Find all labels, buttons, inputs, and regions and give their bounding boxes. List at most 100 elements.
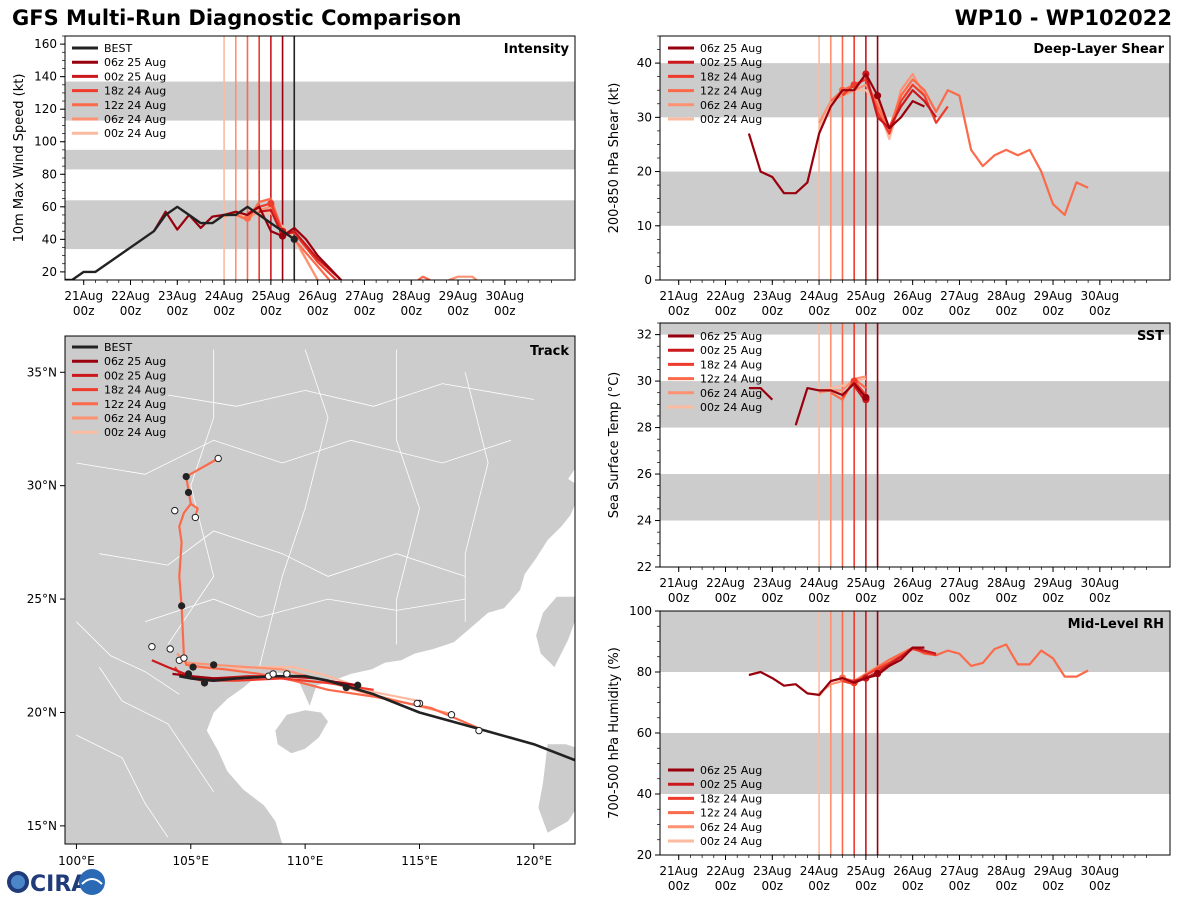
track-legend-label: 06z 24 Aug [104,412,166,425]
track-marker [184,670,193,678]
intensity-xtick-label: 24Aug [205,289,244,303]
sst-legend-label: 12z 24 Aug [700,373,762,386]
intensity-series-marker [243,214,252,222]
map-border-line [259,349,329,668]
map-border-line [396,349,420,645]
sst-xtick-label: 00z [715,591,737,605]
shear-xtick-label: 00z [762,304,784,318]
intensity-legend-label: 18z 24 Aug [104,85,166,98]
intensity-series-line [65,205,295,280]
intensity-xtick-label: 00z [400,304,422,318]
track-marker [184,488,193,497]
map-border-line [98,666,215,793]
rh-legend-label: 00z 25 Aug [700,778,762,791]
rh-panel: 2040608010021Aug00z22Aug00z23Aug00z24Aug… [607,604,1171,893]
shear-legend-label: 06z 24 Aug [700,99,762,112]
track-map [65,336,575,844]
track-open-marker [413,699,421,708]
sst-xtick-label: 29Aug [1034,576,1073,590]
sst-series-line [748,387,774,401]
logo-emblem-icon [79,869,105,895]
shear-xtick-label: 00z [1042,304,1064,318]
sst-xtick-label: 21Aug [659,576,698,590]
intensity-series-line [152,205,342,280]
track-marker [178,602,186,610]
intensity-series-line [417,275,431,280]
intensity-band [65,81,575,121]
track-ytick-label: 35°N [27,365,57,379]
track-legend-label: BEST [104,341,132,354]
sst-series-line [818,377,867,392]
map-border-line [144,598,466,623]
track-open-marker [283,670,291,678]
intensity-ytick-label: 120 [34,102,57,116]
track-marker [189,663,197,671]
track-panel: 100°E 105°E 110°E 115°E 120°E 15°N 20°N 25°N 30°… [27,335,576,868]
track-legend-label: 00z 25 Aug [104,369,166,382]
shear-xtick-label: 00z [995,304,1017,318]
shear-xtick-label: 00z [902,304,924,318]
intensity-ytick-label: 60 [42,200,57,214]
sst-series-marker [850,377,858,385]
track-marker [342,683,350,692]
intensity-series-marker [290,235,298,243]
sst-xtick-label: 00z [902,591,924,605]
sst-xtick-label: 00z [1089,591,1111,605]
sst-ytick-label: 32 [637,328,652,342]
track-open-marker [447,711,456,719]
intensity-xtick-label: 00z [167,304,189,318]
sst-band [660,323,1170,335]
sst-xtick-label: 00z [855,591,877,605]
sst-xtick-label: 00z [995,591,1017,605]
sst-panel: 22242628303221Aug00z22Aug00z23Aug00z24Au… [607,322,1171,605]
intensity-ytick-label: 80 [42,167,57,181]
sst-ytick-label: 28 [637,421,652,435]
shear-band [660,63,1170,118]
shear-title: Deep-Layer Shear [1033,42,1164,57]
intensity-xtick-label: 00z [73,304,95,318]
rh-xtick-label: 29Aug [1034,864,1073,878]
sst-legend-label: 06z 24 Aug [700,387,762,400]
track-legend-label: 18z 24 Aug [104,384,166,397]
sst-title: SST [1137,329,1164,344]
sst-band [660,381,1170,428]
shear-legend-label: 00z 24 Aug [700,113,762,126]
logo-text: CIRA [30,872,88,897]
shear-xtick-label: 22Aug [706,289,745,303]
intensity-xtick-label: 21Aug [64,289,103,303]
shear-ytick-label: 40 [637,56,652,70]
rh-title: Mid-Level RH [1068,617,1164,632]
shear-xtick-label: 29Aug [1034,289,1073,303]
sst-legend-label: 00z 25 Aug [700,344,762,357]
shear-ylabel: 200-850 hPa Shear (kt) [607,83,622,234]
rh-legend-label: 06z 25 Aug [700,764,762,777]
intensity-xtick-label: 30Aug [485,289,524,303]
page-title: GFS Multi-Run Diagnostic Comparison [12,6,462,30]
shear-xtick-label: 21Aug [659,289,698,303]
rh-xtick-label: 00z [1042,879,1064,893]
shear-ytick-label: 30 [637,110,652,124]
intensity-legend-label: 06z 25 Aug [104,56,166,69]
intensity-ytick-label: 20 [42,265,57,279]
sst-xtick-label: 26Aug [893,576,932,590]
sst-xtick-label: 00z [762,591,784,605]
track-open-marker [166,645,174,653]
shear-series-line [853,72,937,130]
intensity-xtick-label: 00z [494,304,516,318]
shear-xtick-label: 28Aug [987,289,1026,303]
sst-ytick-label: 30 [637,374,652,388]
intensity-band [65,149,575,170]
track-ytick-label: 20°N [27,705,57,719]
shear-ytick-label: 20 [637,165,652,179]
sst-xtick-label: 30Aug [1080,576,1119,590]
intensity-xtick-label: 27Aug [345,289,384,303]
intensity-legend-label: 06z 24 Aug [104,113,166,126]
shear-ytick-label: 0 [644,273,652,287]
rh-ylabel: 700-500 hPa Humidity (%) [607,647,622,819]
intensity-ylabel: 10m Max Wind Speed (kt) [12,74,27,243]
rh-xtick-label: 28Aug [987,864,1026,878]
sst-legend-label: 18z 24 Aug [700,358,762,371]
shear-xtick-label: 00z [668,304,690,318]
intensity-title: Intensity [504,42,570,57]
rh-xtick-label: 22Aug [706,864,745,878]
